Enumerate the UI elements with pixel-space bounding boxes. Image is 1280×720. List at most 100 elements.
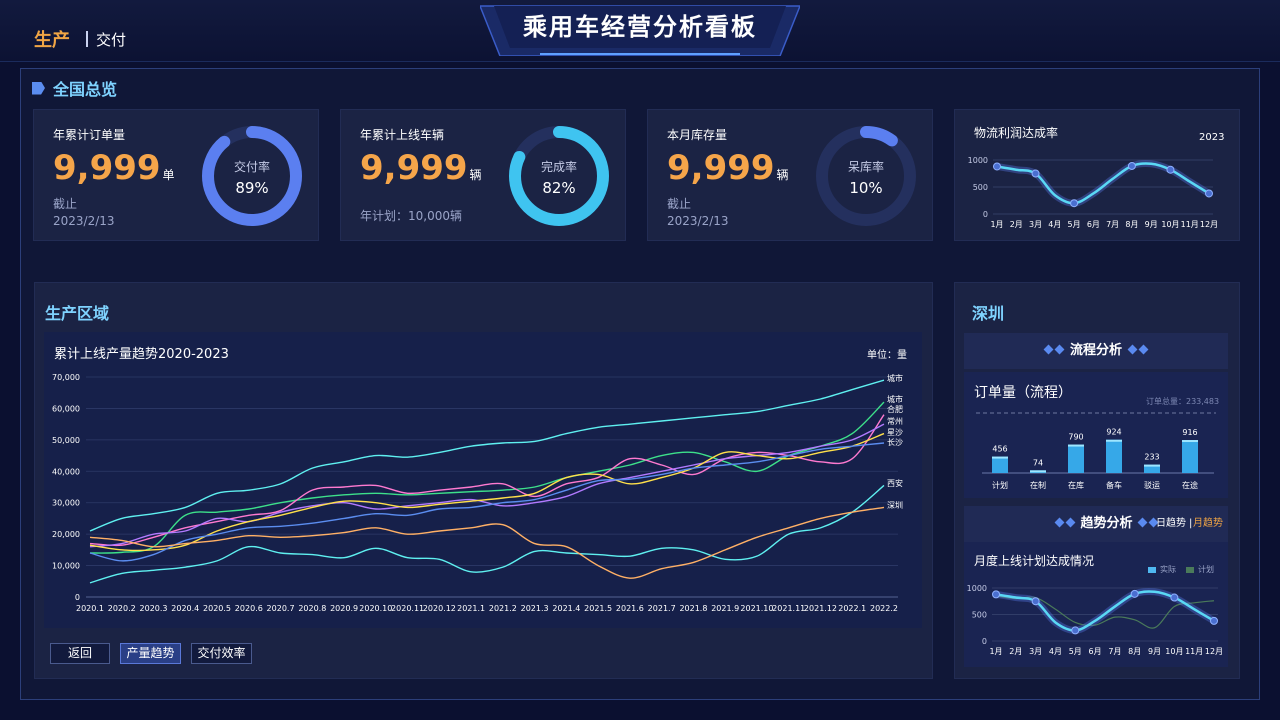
x-tick-label: 2020.11 xyxy=(391,604,424,613)
x-tick-label: 2022.1 xyxy=(838,604,866,613)
y-tick-label: 1000 xyxy=(968,156,988,165)
bar-value-label: 74 xyxy=(1033,458,1043,467)
monthly-trend-toggle[interactable]: 月趋势 xyxy=(1193,518,1223,529)
series-end-label: 西安 xyxy=(887,478,903,488)
process-analysis-header: 流程分析 xyxy=(964,333,1228,369)
y-tick-label: 500 xyxy=(972,611,987,620)
trend-toggle-divider: | xyxy=(1189,518,1193,529)
x-tick-label: 2020.9 xyxy=(330,604,358,613)
bar xyxy=(1068,444,1084,473)
x-tick-label: 2020.6 xyxy=(235,604,263,613)
diamond-icon xyxy=(1127,344,1137,355)
x-tick-label: 5月 xyxy=(1068,220,1081,229)
orders-bar-chart: 456 计划 74 在制 790 在库 924 备车 233 驳运 916 在途 xyxy=(976,412,1216,490)
diamond-icon xyxy=(1065,517,1076,528)
x-tick-label: 2020.7 xyxy=(267,604,295,613)
series-end-label: 深圳 xyxy=(887,500,903,510)
bar-cap xyxy=(992,456,1008,459)
series-end-label: 合肥 xyxy=(887,404,903,414)
x-tick-label: 11月 xyxy=(1185,647,1203,656)
stale-rate-ring xyxy=(816,126,916,226)
series-line xyxy=(995,595,1215,629)
y-tick-label: 10,000 xyxy=(52,562,80,571)
x-tick-label: 2022.2 xyxy=(870,604,898,613)
x-tick-label: 5月 xyxy=(1069,647,1082,656)
bar-cap xyxy=(1030,470,1046,473)
kpi-value: 9,999 单 xyxy=(53,148,175,188)
x-tick-label: 6月 xyxy=(1087,220,1100,229)
data-point xyxy=(1170,593,1179,602)
tab-delivery[interactable]: 交付 xyxy=(96,30,127,49)
diamond-icon xyxy=(1137,517,1148,528)
series-glow xyxy=(995,587,1216,634)
bar xyxy=(1182,440,1198,473)
module-tabs: 生产 交付 xyxy=(34,26,126,52)
series-end-label: 城市 xyxy=(887,373,903,383)
trend-analysis-label: 趋势分析 xyxy=(1054,506,1159,542)
logistics-chart: 1000 500 01月 2月 3月 4月 5月 6月 7月 8月 9月 10月 11月 12月 xyxy=(968,156,1218,229)
data-point xyxy=(1031,597,1040,606)
data-point xyxy=(1127,161,1136,170)
x-tick-label: 2020.3 xyxy=(140,604,168,613)
production-trend-button[interactable]: 产量趋势 xyxy=(120,643,181,664)
delivery-efficiency-button[interactable]: 交付效率 xyxy=(191,643,252,664)
kpi-value: 9,999 辆 xyxy=(667,148,789,188)
x-tick-label: 2021.7 xyxy=(648,604,676,613)
trend-analysis-header: 趋势分析 日趋势 | 月趋势 xyxy=(964,506,1228,542)
x-tick-label: 2020.10 xyxy=(359,604,392,613)
x-tick-label: 2021.3 xyxy=(521,604,549,613)
x-tick-label: 7月 xyxy=(1106,220,1119,229)
back-button[interactable]: 返回 xyxy=(50,643,110,664)
x-tick-label: 2020.2 xyxy=(108,604,136,613)
overview-title-text: 全国总览 xyxy=(53,80,118,99)
bar-cap xyxy=(1068,444,1084,447)
logistics-year: 2023 xyxy=(1199,132,1225,143)
x-tick-label: 2月 xyxy=(1010,220,1023,229)
daily-trend-toggle[interactable]: 日趋势 xyxy=(1156,518,1186,529)
x-tick-label: 3月 xyxy=(1029,647,1042,656)
x-tick-label: 6月 xyxy=(1089,647,1102,656)
legend-swatch-plan xyxy=(1186,566,1194,573)
page-title: 乘用车经营分析看板 xyxy=(523,13,757,41)
series-end-label: 常州 xyxy=(887,417,903,426)
bar-cap xyxy=(1182,440,1198,443)
data-point xyxy=(1210,616,1218,625)
bar-cap xyxy=(1106,439,1122,442)
bar xyxy=(1144,464,1160,473)
series-line xyxy=(89,414,885,547)
production-chart-box xyxy=(44,332,922,628)
bar-value-label: 790 xyxy=(1068,433,1083,442)
tab-divider xyxy=(86,31,88,47)
series-line xyxy=(89,432,885,552)
diamond-icon xyxy=(1138,344,1148,355)
x-tick-label: 2021.4 xyxy=(552,604,580,613)
bar-value-label: 924 xyxy=(1106,428,1121,437)
data-point xyxy=(993,162,1001,171)
kpi-sub: 截止 2023/2/13 xyxy=(667,197,729,228)
x-tick-label: 4月 xyxy=(1049,647,1062,656)
y-tick-label: 60,000 xyxy=(52,404,80,413)
monthly-plan-title: 月度上线计划达成情况 xyxy=(974,554,1095,568)
y-tick-label: 30,000 xyxy=(52,499,80,508)
data-point xyxy=(1166,165,1175,174)
ring-progress xyxy=(202,126,302,226)
tab-production[interactable]: 生产 xyxy=(34,30,70,51)
ring-progress xyxy=(509,126,609,226)
kpi-card-inventory: 本月库存量 9,999 辆 截止 2023/2/13 呆库率 10% xyxy=(647,109,933,241)
production-chart-title: 累计上线产量趋势2020-2023 xyxy=(54,347,229,362)
x-tick-label: 2020.5 xyxy=(203,604,231,613)
x-tick-label: 2021.9 xyxy=(711,604,739,613)
x-tick-label: 2020.4 xyxy=(171,604,199,613)
bar-category-label: 备车 xyxy=(1106,480,1122,490)
series-line xyxy=(89,379,885,532)
production-trend-chart: 0 10,000 20,000 30,000 40,000 50,000 60,000 70,… xyxy=(52,373,903,613)
bar-category-label: 在途 xyxy=(1182,480,1198,490)
delivery-rate-ring xyxy=(202,126,302,226)
production-panel-title: 生产区域 xyxy=(45,304,110,323)
kpi-label: 本月库存量 xyxy=(667,128,728,142)
bar-category-label: 计划 xyxy=(992,480,1008,490)
bar xyxy=(992,456,1008,473)
bar xyxy=(1106,439,1122,473)
monthly-plan-panel: 月度上线计划达成情况 实际 计划 1000 500 0 1月 2月 3月 4月 5月 6月 7月 8… xyxy=(964,542,1228,667)
data-point xyxy=(1071,626,1080,635)
